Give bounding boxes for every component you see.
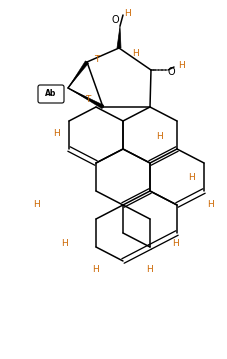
Polygon shape <box>68 88 104 109</box>
Text: H: H <box>178 61 185 70</box>
FancyBboxPatch shape <box>38 85 64 103</box>
Text: H: H <box>146 265 153 274</box>
Text: H: H <box>188 173 195 182</box>
Text: H: H <box>33 200 40 210</box>
Text: H: H <box>124 9 131 18</box>
Text: Ab: Ab <box>45 89 57 98</box>
Text: H: H <box>207 200 213 210</box>
Text: H: H <box>92 265 99 274</box>
Text: H: H <box>156 132 163 141</box>
Text: O: O <box>166 67 174 77</box>
Text: H: H <box>53 130 60 139</box>
Text: T: T <box>85 94 90 103</box>
Text: H: H <box>132 50 139 59</box>
Polygon shape <box>68 61 88 88</box>
Text: H: H <box>61 238 68 247</box>
Polygon shape <box>116 26 121 48</box>
Text: H: H <box>172 238 179 247</box>
Text: T: T <box>94 56 99 65</box>
Text: O: O <box>111 15 118 25</box>
